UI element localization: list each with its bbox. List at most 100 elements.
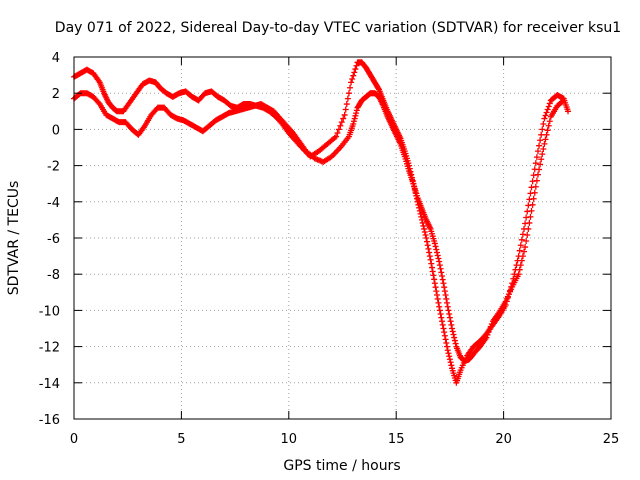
data-point <box>352 112 359 119</box>
data-point <box>441 284 448 291</box>
data-point <box>517 242 524 249</box>
data-point <box>435 299 442 306</box>
grid-lines <box>74 57 611 419</box>
data-point <box>521 248 528 255</box>
y-tick-label: 2 <box>52 87 60 102</box>
data-point <box>533 154 540 161</box>
data-point <box>523 238 530 245</box>
data-point <box>337 122 344 129</box>
data-point <box>518 236 525 243</box>
data-point <box>443 295 450 302</box>
data-point <box>431 240 438 247</box>
data-point <box>344 95 351 102</box>
data-point <box>545 122 552 129</box>
data-point <box>531 189 538 196</box>
data-point <box>541 115 548 122</box>
y-axis-title: SDTVAR / TECUs <box>6 181 22 296</box>
data-point <box>532 183 539 190</box>
data-point <box>341 111 348 118</box>
data-point <box>334 130 341 137</box>
data-point <box>427 256 434 263</box>
data-point <box>537 137 544 144</box>
data-point <box>353 110 360 117</box>
y-tick-label: -16 <box>39 413 60 428</box>
data-point <box>539 126 546 133</box>
data-point <box>340 115 347 122</box>
data-point <box>438 314 445 321</box>
x-tick-label: 0 <box>70 432 78 447</box>
data-point <box>423 238 430 245</box>
data-point <box>441 332 448 339</box>
series-trace-b <box>71 90 567 365</box>
data-point <box>536 142 543 149</box>
data-point <box>538 131 545 138</box>
y-tick-label: -4 <box>47 196 60 211</box>
data-point <box>428 260 435 267</box>
data-point <box>540 146 547 153</box>
data-marks <box>71 59 572 386</box>
data-point <box>544 106 551 113</box>
data-point <box>419 219 426 226</box>
data-point <box>451 337 458 344</box>
data-point <box>348 79 355 86</box>
data-point <box>560 97 567 104</box>
data-point <box>444 343 451 350</box>
data-point <box>435 255 442 262</box>
data-point <box>422 231 429 238</box>
data-point <box>530 195 537 202</box>
data-point <box>352 66 359 73</box>
x-tick-label: 5 <box>177 432 185 447</box>
data-point <box>448 362 455 369</box>
data-point <box>351 115 358 122</box>
x-tick-label: 20 <box>495 432 512 447</box>
data-point <box>446 356 453 363</box>
data-point <box>442 336 449 343</box>
x-tick-labels: 0 5 10 15 20 25 <box>70 432 619 447</box>
series-trace-a <box>71 59 572 386</box>
data-point <box>446 353 453 360</box>
data-point <box>444 299 451 306</box>
data-point <box>526 219 533 226</box>
data-point <box>333 133 340 140</box>
data-point <box>516 247 523 254</box>
data-point <box>420 222 427 229</box>
data-point <box>437 311 444 318</box>
data-point <box>353 107 360 114</box>
data-point <box>450 331 457 338</box>
data-point <box>542 136 549 143</box>
data-point <box>534 171 541 178</box>
data-point <box>448 321 455 328</box>
data-point <box>447 318 454 325</box>
data-point <box>539 151 546 158</box>
data-point <box>425 245 432 252</box>
data-point <box>486 326 493 333</box>
data-point <box>440 325 447 332</box>
data-point <box>439 321 446 328</box>
data-point <box>429 264 435 271</box>
data-point <box>434 295 441 302</box>
data-point <box>516 266 523 273</box>
data-point <box>432 284 439 291</box>
data-point <box>430 272 437 279</box>
data-point <box>426 253 433 260</box>
data-point <box>525 225 532 232</box>
y-tick-label: -14 <box>39 377 60 392</box>
data-point <box>543 109 550 116</box>
data-point <box>519 253 526 260</box>
x-axis-title: GPS time / hours <box>283 458 400 474</box>
data-point <box>347 84 354 91</box>
data-point <box>436 258 443 265</box>
data-point <box>452 340 459 347</box>
data-point <box>436 307 443 314</box>
data-point <box>441 288 448 295</box>
x-tick-label: 25 <box>603 432 620 447</box>
data-point <box>434 249 441 256</box>
data-point <box>451 334 458 341</box>
data-point <box>534 148 541 155</box>
data-point <box>544 127 551 134</box>
data-point <box>342 106 349 113</box>
data-point <box>345 90 352 97</box>
data-point <box>532 160 539 167</box>
data-point <box>350 72 357 79</box>
